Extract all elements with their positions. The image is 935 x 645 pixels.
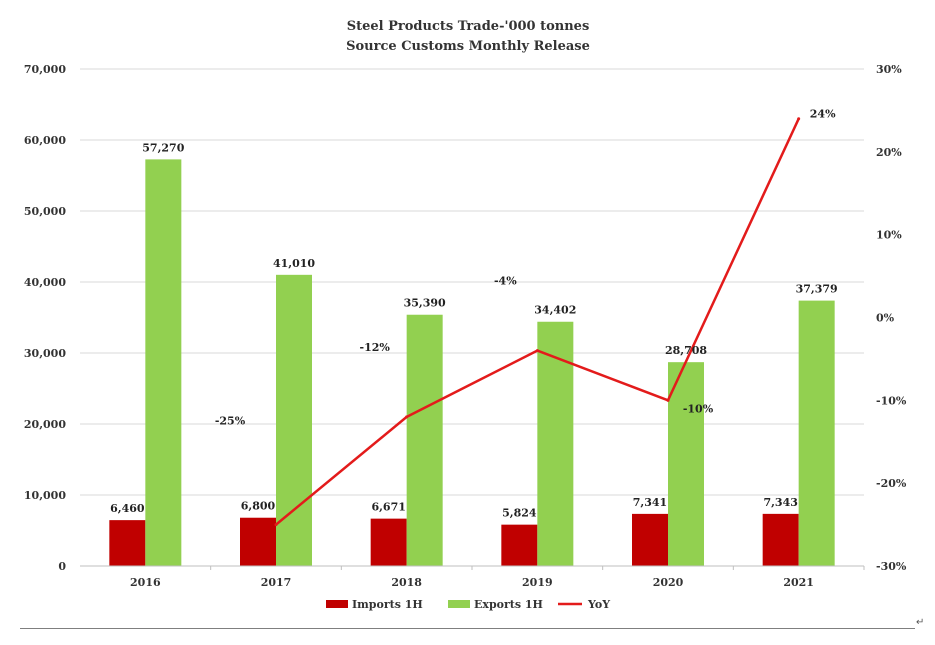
imports-bar [240,517,276,566]
right-tick-label: -20% [876,477,907,490]
exports-data-label: 34,402 [534,304,576,317]
right-tick-label: -30% [876,560,907,573]
imports-data-label: 6,460 [110,502,145,515]
exports-data-label: 35,390 [404,297,446,310]
exports-bar [145,159,182,566]
x-tick-label: 2017 [261,576,292,589]
left-y-axis: 0 10,000 20,000 30,000 40,000 50,000 60,000 70,… [24,63,66,573]
left-tick-label: 60,000 [24,134,66,147]
yoy-data-label: -4% [494,275,517,288]
imports-bar [370,518,407,566]
yoy-data-label: -10% [683,402,714,415]
yoy-data-label: -12% [360,341,391,354]
exports-bar [668,362,704,566]
legend-imports-swatch [326,600,348,608]
x-tick-label: 2019 [522,576,553,589]
bars [109,159,835,566]
right-tick-label: 0% [876,312,895,325]
gridlines [80,68,864,496]
exports-bar [406,314,443,566]
right-tick-label: 30% [876,63,902,76]
left-tick-label: 40,000 [24,276,66,289]
chart-title: Steel Products Trade-'000 tonnes [347,19,590,34]
right-tick-label: 20% [876,146,902,159]
left-tick-label: 10,000 [24,489,66,502]
legend-yoy-label: YoY [587,598,610,611]
exports-data-label: 37,379 [796,283,838,296]
yoy-data-label: -25% [215,415,246,428]
right-tick-label: -10% [876,394,907,407]
yoy-point [535,349,539,353]
x-tick-label: 2020 [653,576,684,589]
yoy-point [405,415,409,419]
imports-bar [632,513,668,566]
yoy-point [274,523,278,527]
left-tick-label: 70,000 [24,63,66,76]
legend: Imports 1H Exports 1H YoY [326,598,610,611]
x-tick-label: 2021 [783,576,814,589]
legend-exports-label: Exports 1H [474,598,543,611]
exports-data-label: 28,708 [665,344,707,357]
x-tick-label: 2018 [391,576,422,589]
exports-data-label: 41,010 [273,257,315,270]
imports-bar [501,524,538,566]
imports-bar [762,513,799,566]
right-y-axis: -30% -20% -10% 0% 10% 20% 30% [876,63,907,573]
yoy-data-label: 24% [810,108,836,121]
yoy-line [274,117,801,527]
footer-divider [20,628,915,629]
exports-bar [276,274,312,566]
right-tick-label: 10% [876,229,902,242]
x-axis: 2016 2017 2018 2019 2020 2021 [80,565,865,589]
imports-bar [109,520,146,566]
imports-data-label: 7,341 [633,496,667,509]
left-tick-label: 30,000 [24,347,66,360]
chart-subtitle: Source Customs Monthly Release [346,39,590,54]
imports-data-label: 5,824 [502,507,537,520]
legend-exports-swatch [448,600,470,608]
yoy-point [797,117,801,121]
exports-bar [798,300,835,566]
x-tick-label: 2016 [130,576,161,589]
left-tick-label: 0 [58,560,66,573]
exports-data-label: 57,270 [142,141,184,154]
imports-data-label: 6,800 [241,500,276,513]
left-tick-label: 50,000 [24,205,66,218]
imports-data-label: 7,343 [763,496,797,509]
paragraph-return-mark: ↵ [916,617,925,628]
yoy-point [666,398,670,402]
left-tick-label: 20,000 [24,418,66,431]
legend-imports-label: Imports 1H [352,598,423,611]
data-labels: 6,460 57,270 6,800 41,010 6,671 35,390 5,824 34… [110,108,838,520]
imports-data-label: 6,671 [371,501,405,514]
